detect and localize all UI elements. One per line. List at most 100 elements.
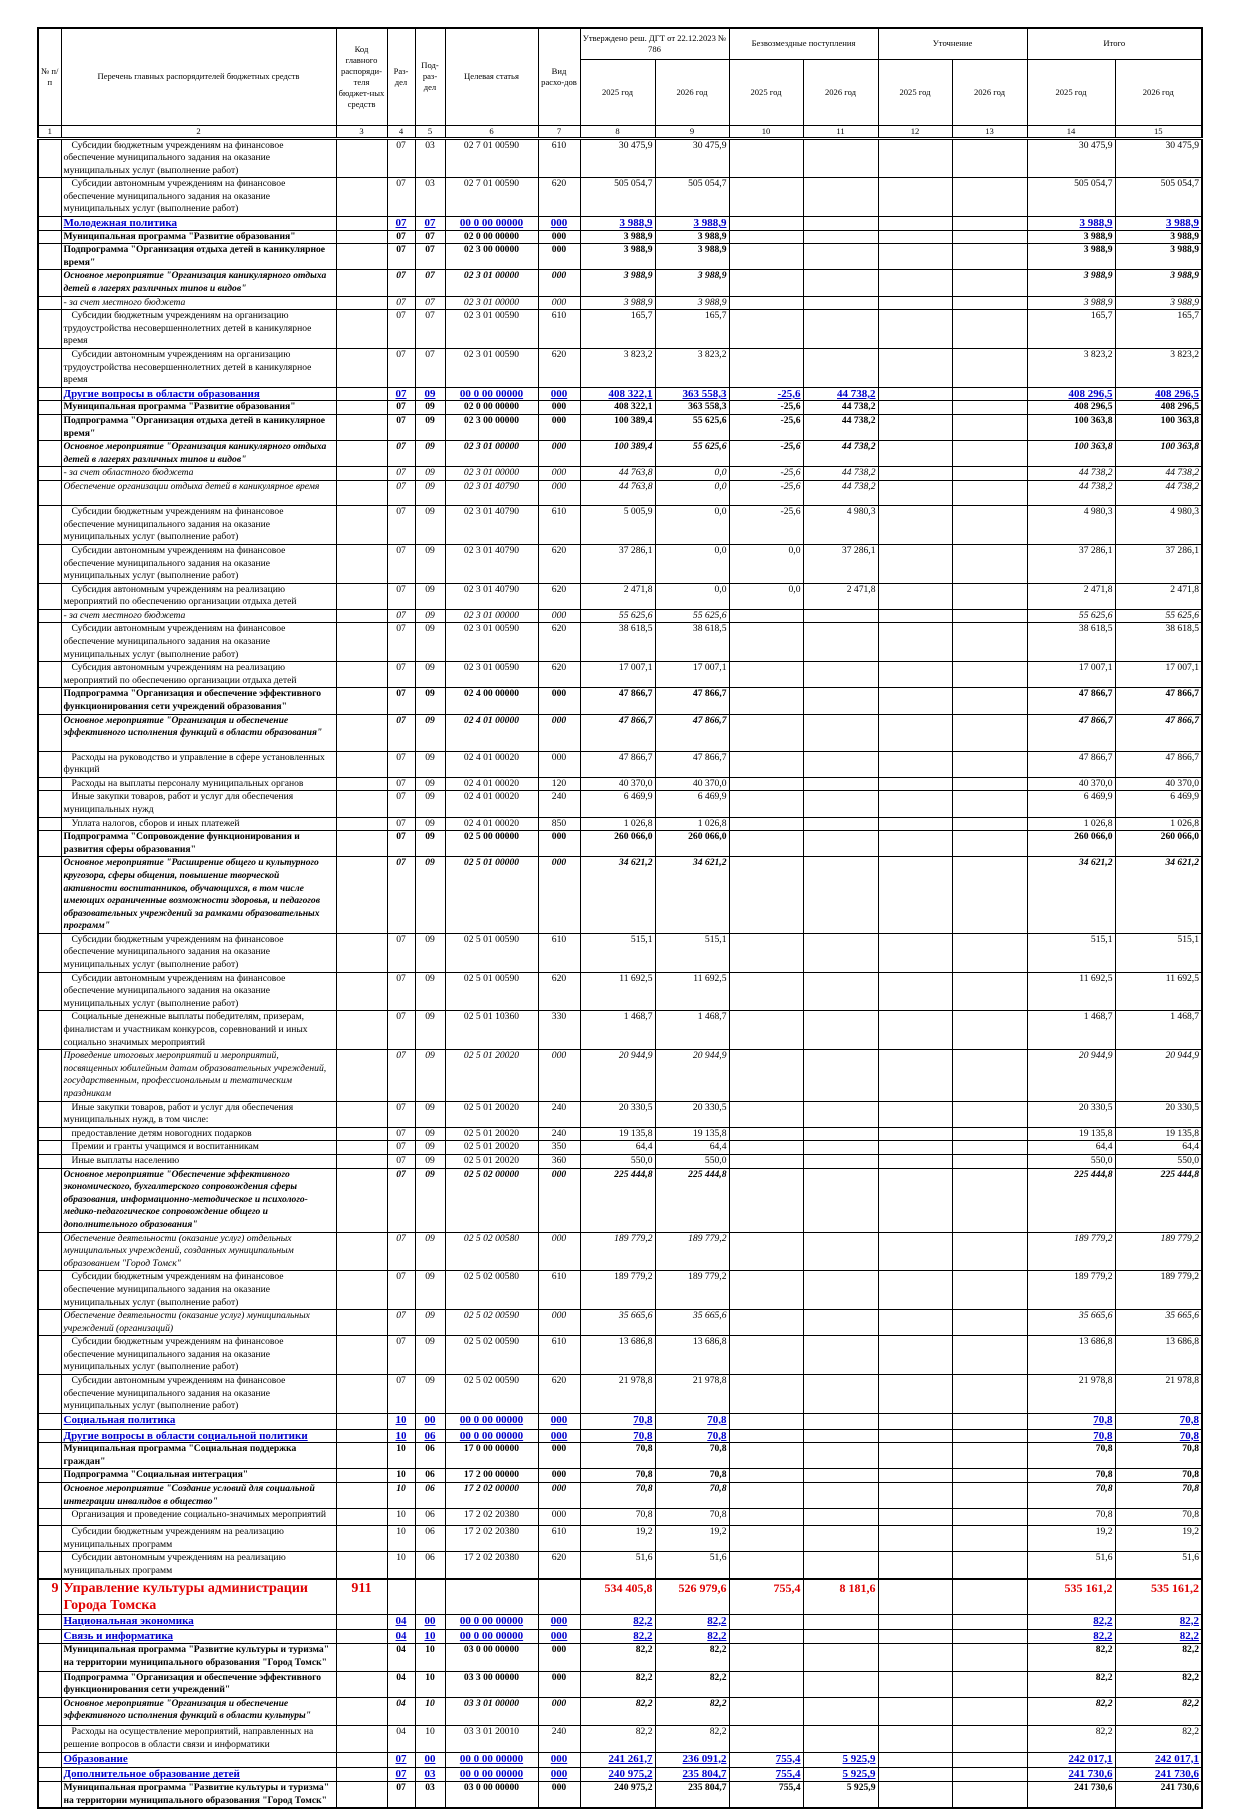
- row-number: [37, 243, 62, 271]
- row-vr: 000: [537, 440, 581, 468]
- row-number: [37, 479, 62, 507]
- row-value: [728, 932, 804, 973]
- row-value: [951, 1153, 1028, 1169]
- row-podrazdel: 10: [414, 1670, 446, 1698]
- header-year: 2026 год: [1114, 58, 1203, 126]
- row-razdel: [386, 1577, 416, 1615]
- row-value: [951, 543, 1028, 584]
- row-value: [802, 622, 879, 663]
- column-number: 1: [37, 124, 62, 140]
- row-name: Уплата налогов, сборов и иных платежей: [60, 816, 337, 832]
- row-value: [728, 1010, 804, 1051]
- row-code: [335, 713, 388, 752]
- row-code: [335, 466, 388, 481]
- row-value: [802, 1551, 879, 1580]
- row-value: 51,6: [579, 1551, 656, 1580]
- row-value: 51,6: [1114, 1551, 1203, 1580]
- row-value: 165,7: [654, 309, 730, 349]
- row-cs: 17 2 02 20380: [444, 1551, 539, 1580]
- row-cs: 02 5 02 00000: [444, 1167, 539, 1233]
- row-value: 550,0: [654, 1153, 730, 1169]
- row-value: [877, 466, 953, 481]
- header-podrazdel: Под-раз-дел: [414, 27, 446, 126]
- row-value: [877, 1696, 953, 1727]
- row-number: [37, 466, 62, 481]
- row-value: [728, 1309, 804, 1337]
- row-value: [728, 348, 804, 388]
- row-number: [37, 1049, 62, 1102]
- row-razdel: 07: [386, 177, 416, 218]
- row-value: 1 468,7: [579, 1010, 656, 1051]
- row-razdel: 07: [386, 790, 416, 818]
- row-value: [951, 713, 1028, 752]
- row-number: [37, 543, 62, 584]
- row-value: 11 692,5: [654, 971, 730, 1012]
- row-value: [951, 1781, 1028, 1809]
- table-row: Подпрограмма "Организация отдыха детей в…: [37, 413, 1203, 442]
- table-row: - за счет местного бюджета 07 09 02 3 01 00…: [37, 608, 1203, 624]
- row-value: 44 738,2: [802, 440, 879, 468]
- row-name: Иные закупки товаров, работ и услуг для …: [60, 790, 337, 818]
- row-value: 21 978,8: [579, 1374, 656, 1414]
- row-cs: 03 3 01 20010: [444, 1725, 539, 1753]
- row-value: [728, 1442, 804, 1470]
- row-vr: 000: [537, 479, 581, 507]
- row-code: [335, 295, 388, 311]
- row-razdel: 07: [386, 1231, 416, 1272]
- row-value: [951, 790, 1028, 818]
- row-value: [728, 243, 804, 271]
- row-value: [728, 750, 804, 778]
- table-row: Муниципальная программа "Развитие культу…: [37, 1781, 1203, 1809]
- row-vr: 000: [537, 400, 581, 415]
- row-value: 44 738,2: [802, 400, 879, 415]
- row-value: [877, 137, 953, 179]
- row-value: -25,6: [728, 386, 804, 402]
- row-value: 100 363,8: [1114, 413, 1203, 442]
- row-razdel: 10: [386, 1508, 416, 1527]
- row-value: 82,2: [1026, 1696, 1116, 1727]
- row-razdel: 04: [386, 1670, 416, 1698]
- row-value: 100 363,8: [1026, 413, 1116, 442]
- row-code: [335, 1468, 388, 1484]
- row-value: 82,2: [1026, 1629, 1116, 1644]
- row-value: 47 866,7: [1114, 687, 1203, 715]
- row-value: [951, 177, 1028, 218]
- table-row: Субсидии бюджетным учреждениям на финанс…: [37, 505, 1203, 545]
- row-value: 70,8: [1026, 1508, 1116, 1527]
- row-value: [951, 1767, 1028, 1783]
- row-value: [877, 1482, 953, 1510]
- row-value: [877, 1231, 953, 1272]
- header-num: № п/п: [37, 27, 62, 126]
- row-value: 4 980,3: [1026, 505, 1116, 545]
- row-value: [951, 608, 1028, 624]
- row-code: [335, 1231, 388, 1272]
- row-value: [877, 1126, 953, 1142]
- row-value: [877, 1309, 953, 1337]
- column-number: 9: [654, 124, 730, 140]
- row-razdel: 07: [386, 216, 416, 231]
- row-value: 408 296,5: [1114, 386, 1203, 402]
- row-podrazdel: 06: [414, 1508, 446, 1527]
- row-value: 17 007,1: [654, 661, 730, 689]
- row-number: [37, 1374, 62, 1414]
- row-name: Субсидия автономным учреждениям на реали…: [60, 661, 337, 689]
- row-name: Субсидии бюджетным учреждениям на финанс…: [60, 137, 337, 179]
- row-value: 6 469,9: [1114, 790, 1203, 818]
- row-cs: 02 4 00 00000: [444, 687, 539, 715]
- row-value: [728, 1551, 804, 1580]
- row-cs: 17 0 00 00000: [444, 1442, 539, 1470]
- row-value: [877, 1781, 953, 1809]
- row-cs: 02 3 00 00000: [444, 413, 539, 442]
- row-razdel: 04: [386, 1725, 416, 1753]
- row-value: [951, 1696, 1028, 1727]
- row-vr: 240: [537, 1126, 581, 1142]
- row-value: [802, 1629, 879, 1644]
- row-vr: 000: [537, 295, 581, 311]
- column-number: 7: [537, 124, 581, 140]
- row-value: 260 066,0: [1114, 830, 1203, 858]
- row-value: [877, 348, 953, 388]
- row-vr: 000: [537, 608, 581, 624]
- row-vr: 610: [537, 932, 581, 973]
- row-value: 0,0: [728, 582, 804, 610]
- row-value: 38 618,5: [579, 622, 656, 663]
